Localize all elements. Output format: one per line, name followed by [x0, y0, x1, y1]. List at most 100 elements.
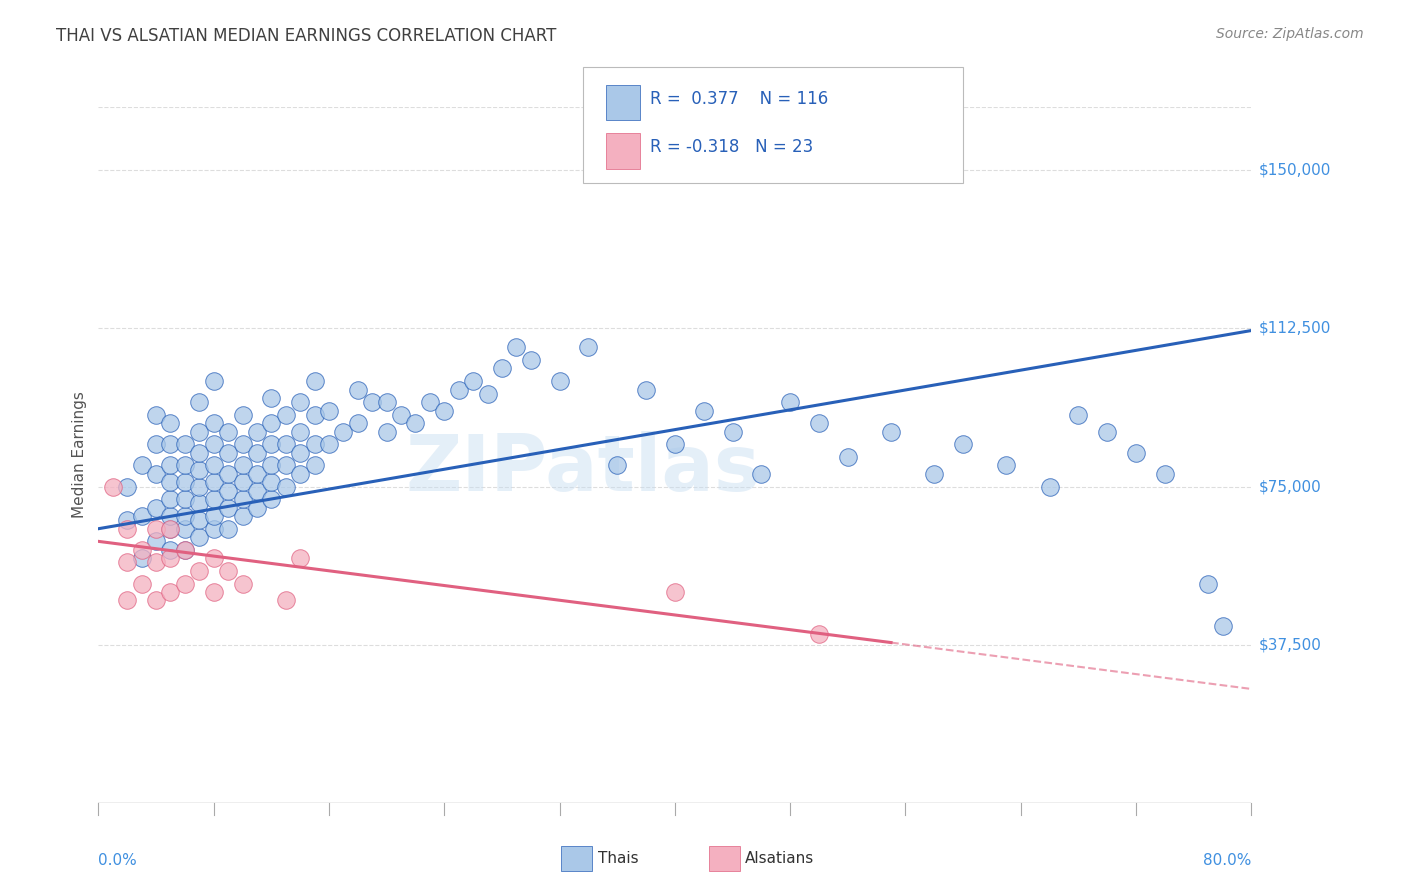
Point	[159, 475, 181, 490]
Point	[202, 551, 225, 566]
Point	[202, 437, 225, 451]
Point	[375, 425, 398, 439]
Point	[751, 467, 773, 481]
Point	[837, 450, 859, 464]
Point	[231, 492, 254, 507]
Point	[290, 467, 312, 481]
Point	[202, 509, 225, 524]
Point	[274, 458, 297, 473]
Point	[1038, 479, 1062, 493]
Point	[131, 458, 153, 473]
Point	[188, 564, 211, 578]
Point	[231, 576, 254, 591]
Text: ZIPatlas: ZIPatlas	[405, 431, 761, 507]
Text: $37,500: $37,500	[1258, 637, 1322, 652]
Point	[217, 425, 239, 439]
Point	[159, 585, 181, 599]
Point	[664, 585, 686, 599]
Point	[807, 627, 830, 641]
Point	[217, 500, 239, 515]
Point	[117, 513, 138, 527]
Point	[922, 467, 945, 481]
Text: 80.0%: 80.0%	[1204, 854, 1251, 869]
Point	[188, 395, 211, 409]
Point	[274, 437, 297, 451]
Point	[274, 593, 297, 607]
Point	[174, 437, 197, 451]
Point	[101, 479, 124, 493]
Point	[159, 417, 181, 431]
Point	[447, 383, 470, 397]
Point	[1067, 408, 1090, 422]
Point	[145, 437, 167, 451]
Point	[202, 585, 225, 599]
Point	[290, 395, 312, 409]
Point	[174, 458, 197, 473]
Point	[304, 458, 326, 473]
Point	[231, 408, 254, 422]
Text: $150,000: $150,000	[1258, 163, 1330, 178]
Point	[217, 467, 239, 481]
Point	[159, 437, 181, 451]
Point	[159, 542, 181, 557]
Point	[174, 522, 197, 536]
Point	[174, 492, 197, 507]
Point	[202, 475, 225, 490]
Point	[188, 446, 211, 460]
Point	[1197, 576, 1219, 591]
Point	[174, 475, 197, 490]
Point	[145, 556, 167, 570]
Point	[188, 513, 211, 527]
Point	[405, 417, 427, 431]
Point	[693, 403, 716, 417]
Point	[304, 437, 326, 451]
Point	[260, 417, 283, 431]
Text: R = -0.318   N = 23: R = -0.318 N = 23	[650, 138, 813, 156]
Point	[477, 386, 499, 401]
Point	[202, 492, 225, 507]
Point	[131, 509, 153, 524]
Point	[202, 417, 225, 431]
Point	[520, 353, 543, 368]
Point	[318, 403, 340, 417]
Text: Alsatians: Alsatians	[745, 851, 814, 865]
Point	[318, 437, 340, 451]
Point	[202, 458, 225, 473]
Point	[1097, 425, 1119, 439]
Point	[174, 576, 197, 591]
Point	[131, 542, 153, 557]
Point	[548, 374, 571, 388]
Point	[145, 593, 167, 607]
Point	[346, 417, 368, 431]
Point	[290, 551, 312, 566]
Point	[779, 395, 801, 409]
Point	[260, 391, 283, 405]
Point	[491, 361, 513, 376]
Text: R =  0.377    N = 116: R = 0.377 N = 116	[650, 90, 828, 108]
Point	[807, 417, 830, 431]
Point	[174, 509, 197, 524]
Point	[145, 408, 167, 422]
Point	[505, 340, 527, 354]
Point	[231, 458, 254, 473]
Text: Thais: Thais	[598, 851, 638, 865]
Point	[217, 564, 239, 578]
Text: $75,000: $75,000	[1258, 479, 1322, 494]
Point	[174, 542, 197, 557]
Point	[145, 467, 167, 481]
Point	[231, 475, 254, 490]
Point	[260, 437, 283, 451]
Point	[217, 446, 239, 460]
Point	[159, 458, 181, 473]
Point	[290, 425, 312, 439]
Text: Source: ZipAtlas.com: Source: ZipAtlas.com	[1216, 27, 1364, 41]
Point	[246, 425, 269, 439]
Point	[578, 340, 600, 354]
Point	[880, 425, 903, 439]
Point	[274, 479, 297, 493]
Point	[174, 542, 197, 557]
Point	[188, 479, 211, 493]
Point	[332, 425, 354, 439]
Point	[606, 458, 628, 473]
Point	[117, 522, 138, 536]
